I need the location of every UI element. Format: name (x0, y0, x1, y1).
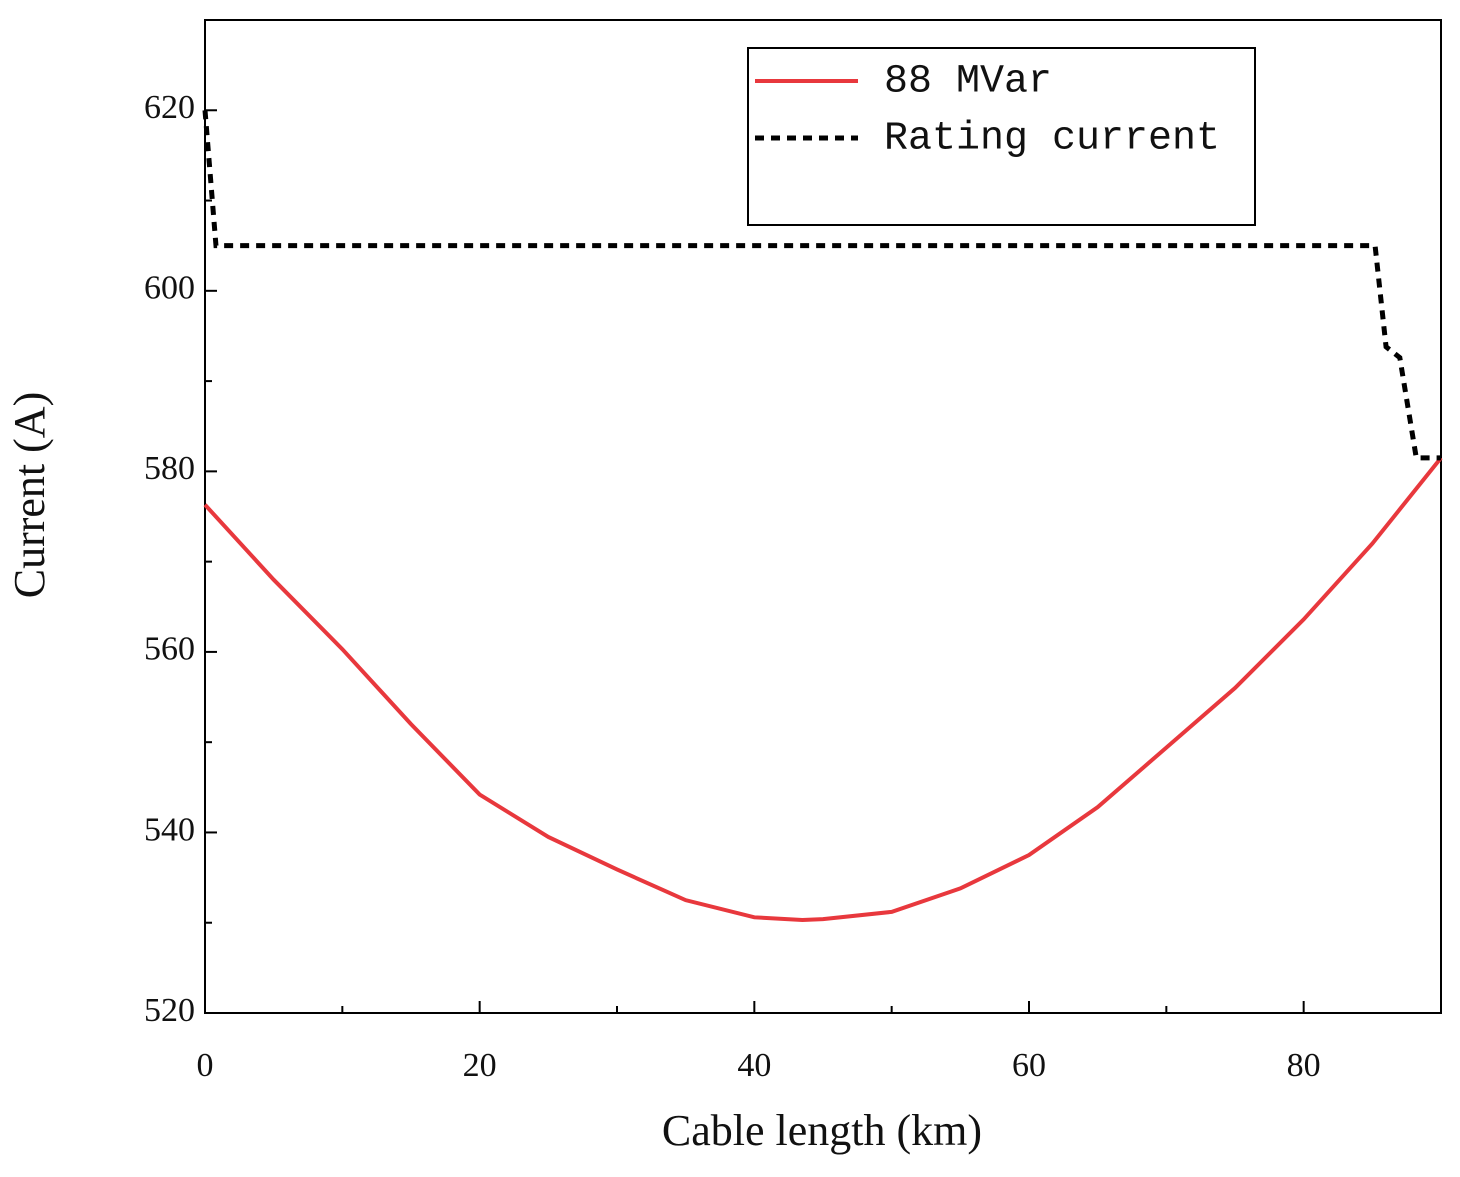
y-tick-label: 600 (144, 270, 195, 307)
y-tick-label: 580 (144, 450, 195, 487)
x-axis-label: Cable length (km) (662, 1106, 982, 1155)
legend-box (747, 47, 1256, 226)
x-tick-label: 60 (1012, 1047, 1046, 1084)
x-tick-label: 40 (737, 1047, 771, 1084)
y-tick-label: 620 (144, 89, 195, 126)
data-line (202, 110, 1441, 461)
x-tick-label: 20 (463, 1047, 497, 1084)
legend-label: Rating current (884, 117, 1220, 162)
y-tick-label: 540 (144, 811, 195, 848)
data-line (203, 456, 1443, 923)
plot-frame (204, 19, 1442, 1014)
x-tick-label: 80 (1287, 1047, 1321, 1084)
y-tick-label: 520 (144, 992, 195, 1029)
legend-label: 88 MVar (884, 60, 1052, 105)
y-axis-label: Current (A) (5, 392, 54, 599)
x-tick-label: 0 (197, 1047, 214, 1084)
y-tick-label: 560 (144, 631, 195, 668)
